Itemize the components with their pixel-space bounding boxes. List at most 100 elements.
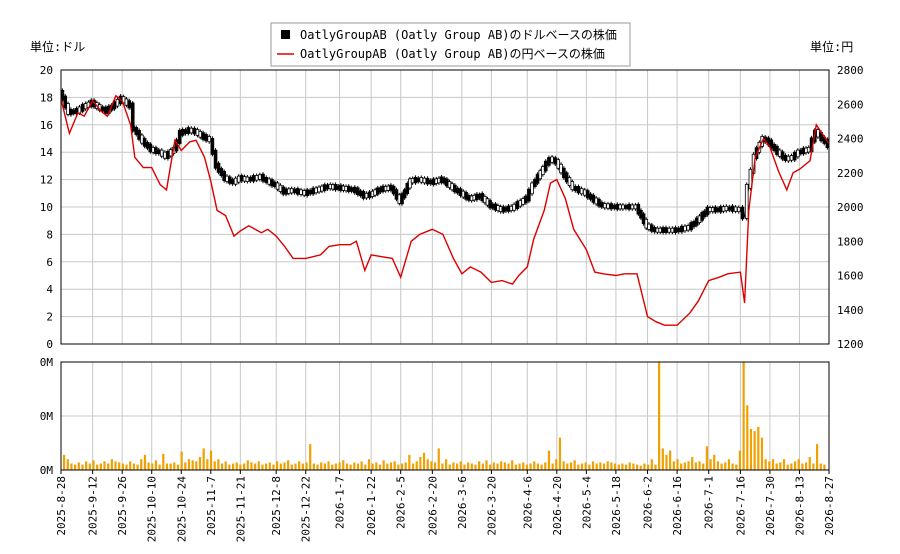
volume-bar: [760, 437, 764, 470]
usd-candle: [189, 127, 194, 134]
usd-candle: [148, 143, 153, 153]
usd-candle: [142, 138, 147, 147]
usd-candle: [425, 177, 430, 185]
volume-bar: [198, 457, 202, 470]
right-unit-label: 単位:円: [810, 39, 853, 54]
usd-candle: [130, 102, 135, 132]
volume-bar: [239, 464, 242, 470]
usd-candle: [100, 106, 105, 112]
x-axis-tick-label: 2026-1-22: [365, 476, 378, 536]
usd-candle: [641, 213, 646, 225]
usd-candle: [239, 175, 244, 182]
usd-candle: [180, 129, 185, 136]
volume-bar: [445, 459, 448, 470]
volume-panel-frame: [60, 361, 830, 471]
volume-bar: [162, 453, 165, 470]
usd-candle: [394, 189, 399, 200]
usd-candle: [562, 167, 566, 179]
usd-candle: [775, 145, 779, 155]
volume-bar: [268, 462, 271, 470]
usd-candle: [227, 176, 232, 184]
usd-candle: [670, 227, 675, 233]
volume-bar: [415, 461, 418, 470]
usd-candle: [275, 182, 280, 190]
volume-bar: [584, 462, 587, 470]
usd-candle: [416, 177, 421, 182]
x-axis-tick-label: 2026-6-2: [642, 476, 655, 529]
x-axis-tick-label: 2025-10-10: [146, 476, 159, 542]
volume-bar: [202, 448, 205, 470]
usd-candle: [718, 206, 723, 213]
usd-candle: [355, 187, 360, 196]
usd-candle: [261, 173, 265, 182]
volume-bar: [720, 463, 723, 470]
right-axis-tick-label: 2400: [837, 133, 864, 146]
volume-bar: [96, 464, 99, 470]
usd-candle: [597, 198, 601, 207]
volume-bar: [88, 463, 91, 470]
usd-candle: [66, 103, 70, 115]
volume-bar: [643, 463, 646, 470]
volume-bar: [151, 463, 154, 470]
usd-candle: [673, 227, 678, 233]
volume-bar: [775, 463, 778, 470]
usd-candle: [198, 130, 203, 138]
usd-candle: [213, 149, 218, 169]
volume-panel-gridlines: [60, 361, 830, 471]
volume-bar: [320, 462, 323, 470]
usd-candle: [367, 191, 372, 199]
usd-candle: [104, 106, 108, 114]
volume-bar: [132, 463, 135, 470]
volume-bar: [514, 464, 517, 470]
usd-candle: [140, 134, 144, 144]
x-axis-tick-label: 2025-11-7: [205, 476, 218, 536]
x-axis-tick-label: 2025-9-12: [87, 476, 100, 536]
usd-candle: [278, 184, 283, 192]
usd-candle: [177, 129, 182, 144]
volume-bar: [118, 462, 121, 470]
right-axis-tick-labels: 1200 1400 1600 1800 2000 2200 2400 2600 2800: [837, 64, 864, 351]
usd-candle: [740, 206, 745, 220]
usd-candle: [192, 127, 197, 135]
usd-candle: [320, 185, 324, 192]
volume-bar: [129, 461, 132, 470]
usd-candle: [154, 147, 158, 154]
volume-bar: [195, 461, 198, 470]
volume-bar: [801, 463, 804, 470]
volume-bar: [378, 464, 382, 470]
volume-bar: [481, 463, 484, 470]
usd-candle: [317, 186, 321, 193]
x-axis-tick-label: 2026-3-6: [456, 476, 469, 529]
usd-candle: [358, 190, 363, 197]
volume-bar: [224, 461, 227, 470]
volume-bar: [558, 437, 562, 470]
usd-candle: [273, 181, 277, 187]
usd-candle: [588, 193, 593, 200]
usd-candle: [570, 181, 575, 191]
right-axis-tick-label: 2200: [837, 167, 864, 180]
usd-candle: [186, 127, 191, 134]
volume-bar: [309, 444, 312, 470]
usd-candle: [541, 166, 545, 176]
volume-bar: [709, 459, 712, 470]
usd-candle: [289, 188, 294, 194]
volume-bar: [753, 431, 756, 470]
volume-bar: [176, 464, 180, 470]
volume-bar: [569, 462, 573, 470]
usd-candle: [733, 206, 738, 212]
volume-bar: [235, 462, 238, 470]
volume-bar: [169, 463, 172, 470]
volume-bar: [672, 461, 675, 470]
usd-candle: [305, 189, 310, 196]
volume-bar: [555, 459, 558, 470]
usd-candle: [322, 184, 327, 191]
left-axis-tick-label: 16: [40, 119, 53, 132]
usd-candle: [559, 163, 563, 174]
usd-candle: [547, 157, 551, 166]
usd-candle: [311, 187, 315, 195]
volume-bar: [242, 463, 246, 470]
x-axis-tick-label: 2026-5-4: [580, 476, 593, 529]
usd-candle: [461, 190, 466, 198]
legend-label-usd: OatlyGroupAB (Oatly Group AB)のドルベースの株価: [300, 27, 617, 42]
volume-bar: [470, 463, 473, 470]
